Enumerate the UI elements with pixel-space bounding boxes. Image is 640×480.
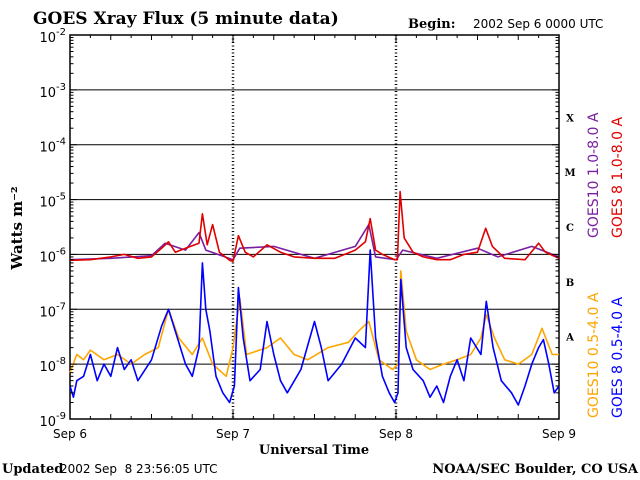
legend-goes8-long: GOES 8 1.0-8.0 A bbox=[610, 117, 626, 238]
flare-class-label: X bbox=[566, 113, 574, 124]
legend-goes8-short: GOES 8 0.5-4.0 A bbox=[610, 297, 626, 418]
y-tick-label: 10-9 bbox=[39, 411, 66, 430]
grid-layer bbox=[70, 35, 559, 419]
flare-class-label: A bbox=[565, 333, 574, 344]
updated-value: 2002 Sep 8 23:56:05 UTC bbox=[60, 462, 218, 476]
y-tick-label: 10-4 bbox=[39, 137, 66, 156]
begin-label: Begin: bbox=[408, 17, 456, 32]
legend-goes10-short: GOES10 0.5-4.0 A bbox=[586, 292, 602, 418]
begin-value: 2002 Sep 6 0000 UTC bbox=[473, 17, 603, 31]
series-goes8-short bbox=[69, 249, 560, 406]
x-tick-label: Sep 6 bbox=[53, 427, 87, 441]
x-tick-label: Sep 8 bbox=[379, 427, 413, 441]
flare-class-label: M bbox=[564, 168, 575, 179]
legend-goes10-long: GOES10 1.0-8.0 A bbox=[586, 112, 602, 238]
plot-frame bbox=[69, 34, 560, 420]
x-tick-label: Sep 7 bbox=[216, 427, 250, 441]
x-axis-label: Universal Time bbox=[259, 443, 369, 458]
y-tick-label: 10-5 bbox=[39, 192, 66, 211]
flare-class-label: B bbox=[566, 278, 574, 289]
y-tick-label: 10-2 bbox=[39, 27, 66, 46]
credit-text: NOAA/SEC Boulder, CO USA bbox=[432, 462, 639, 477]
flare-class-label: C bbox=[566, 223, 574, 234]
y-axis-label: Watts m⁻² bbox=[8, 186, 26, 270]
series-goes8-long bbox=[69, 190, 560, 263]
legend: GOES10 1.0-8.0 A GOES 8 1.0-8.0 A GOES10… bbox=[586, 112, 626, 418]
y-tick-label: 10-6 bbox=[39, 246, 66, 265]
flare-class-layer: A B C M X bbox=[564, 113, 575, 343]
chart-title: GOES Xray Flux (5 minute data) bbox=[33, 9, 339, 29]
axis-layer: 10-9 10-8 10-7 10-6 10-5 10-4 10-3 10-2 Sep 6 Sep… bbox=[39, 27, 576, 441]
y-tick-label: 10-7 bbox=[39, 301, 66, 320]
x-tick-label: Sep 9 bbox=[542, 427, 576, 441]
updated-label: Updated bbox=[2, 462, 63, 477]
series-layer bbox=[69, 190, 560, 406]
y-tick-label: 10-3 bbox=[39, 82, 66, 101]
y-tick-label: 10-8 bbox=[39, 356, 66, 375]
